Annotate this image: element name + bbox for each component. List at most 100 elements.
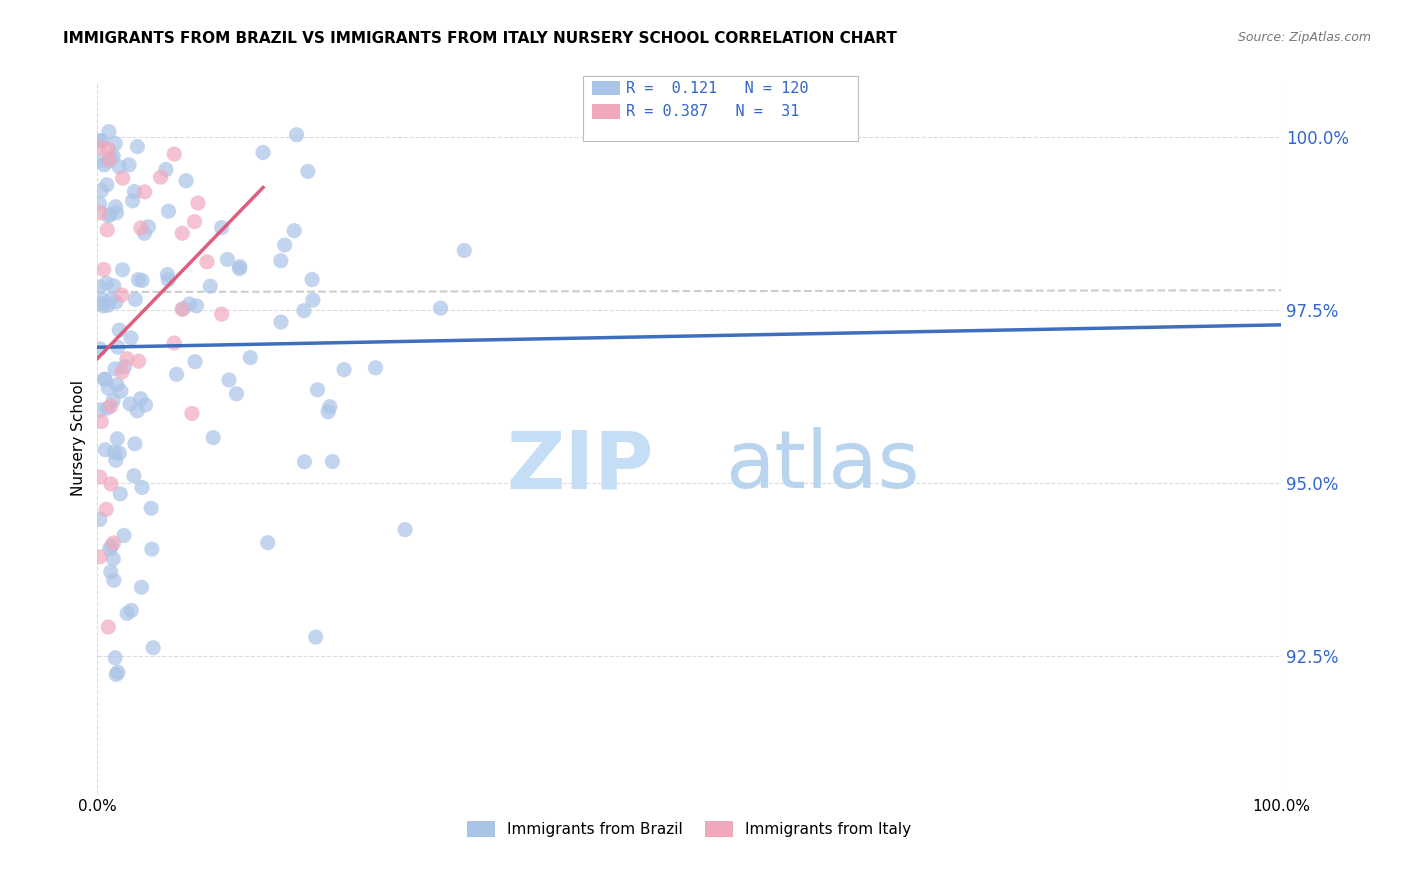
Point: [110, 487, 132, 501]
Point: [252, 145, 274, 160]
Point: [111, 288, 134, 302]
Point: [108, 160, 131, 174]
Point: [103, 551, 125, 566]
Point: [103, 445, 125, 459]
Point: [89, 549, 111, 564]
Point: [89, 342, 111, 356]
Text: Source: ZipAtlas.com: Source: ZipAtlas.com: [1237, 31, 1371, 45]
Point: [120, 331, 142, 345]
Point: [89, 470, 111, 484]
Point: [453, 244, 475, 258]
Point: [108, 446, 131, 460]
Text: R = 0.387   N =  31: R = 0.387 N = 31: [626, 104, 799, 119]
Point: [90, 184, 112, 198]
Point: [96, 276, 118, 290]
Point: [89, 153, 111, 168]
Point: [155, 162, 177, 177]
Point: [105, 205, 128, 219]
Point: [101, 393, 124, 408]
Point: [157, 204, 180, 219]
Point: [124, 436, 146, 450]
Point: [120, 603, 142, 617]
Point: [211, 220, 233, 235]
Point: [89, 512, 111, 526]
Point: [111, 262, 134, 277]
Point: [94, 372, 117, 386]
Point: [91, 293, 114, 308]
Point: [211, 307, 233, 321]
Point: [89, 134, 111, 148]
Point: [228, 261, 250, 276]
Point: [121, 194, 143, 208]
Point: [166, 368, 188, 382]
Point: [186, 299, 208, 313]
Point: [100, 539, 122, 553]
Point: [184, 355, 207, 369]
Point: [104, 650, 127, 665]
Point: [187, 196, 209, 211]
Point: [118, 158, 141, 172]
Point: [112, 528, 135, 542]
Point: [122, 468, 145, 483]
Point: [225, 387, 247, 401]
Point: [156, 268, 179, 282]
Point: [115, 607, 138, 621]
Point: [394, 523, 416, 537]
Point: [172, 302, 194, 317]
Point: [127, 139, 149, 153]
Point: [141, 501, 163, 516]
Point: [103, 149, 125, 163]
Point: [111, 365, 134, 379]
Point: [131, 580, 153, 594]
Point: [307, 383, 329, 397]
Point: [115, 351, 138, 366]
Point: [163, 336, 186, 351]
Point: [292, 303, 315, 318]
Point: [90, 296, 112, 310]
Point: [229, 260, 252, 274]
Point: [97, 381, 120, 395]
Point: [429, 301, 451, 315]
Point: [105, 432, 128, 446]
Point: [90, 415, 112, 429]
Point: [96, 223, 118, 237]
Point: [100, 399, 122, 413]
Point: [89, 140, 111, 154]
Point: [256, 535, 278, 549]
Point: [273, 238, 295, 252]
Point: [174, 174, 197, 188]
Text: ZIP: ZIP: [506, 427, 654, 506]
Point: [297, 164, 319, 178]
Text: atlas: atlas: [724, 427, 920, 506]
Point: [96, 178, 118, 192]
Point: [89, 206, 111, 220]
Point: [104, 453, 127, 467]
Point: [239, 351, 262, 365]
Point: [195, 255, 218, 269]
Point: [111, 171, 134, 186]
Point: [138, 219, 160, 234]
Point: [134, 227, 156, 241]
Point: [135, 398, 157, 412]
Point: [302, 293, 325, 307]
Point: [110, 384, 132, 399]
Point: [94, 442, 117, 457]
Point: [180, 406, 202, 420]
Point: [285, 128, 308, 142]
Point: [89, 403, 111, 417]
Point: [128, 354, 150, 368]
Point: [131, 273, 153, 287]
Point: [100, 565, 122, 579]
Point: [96, 401, 118, 416]
Point: [103, 574, 125, 588]
Point: [103, 536, 125, 550]
Point: [103, 278, 125, 293]
Text: R =  0.121   N = 120: R = 0.121 N = 120: [626, 81, 808, 95]
Point: [105, 377, 128, 392]
Point: [149, 170, 172, 185]
Point: [172, 301, 194, 316]
Point: [172, 226, 194, 240]
Point: [129, 392, 152, 406]
Point: [105, 667, 128, 681]
Point: [89, 197, 111, 211]
